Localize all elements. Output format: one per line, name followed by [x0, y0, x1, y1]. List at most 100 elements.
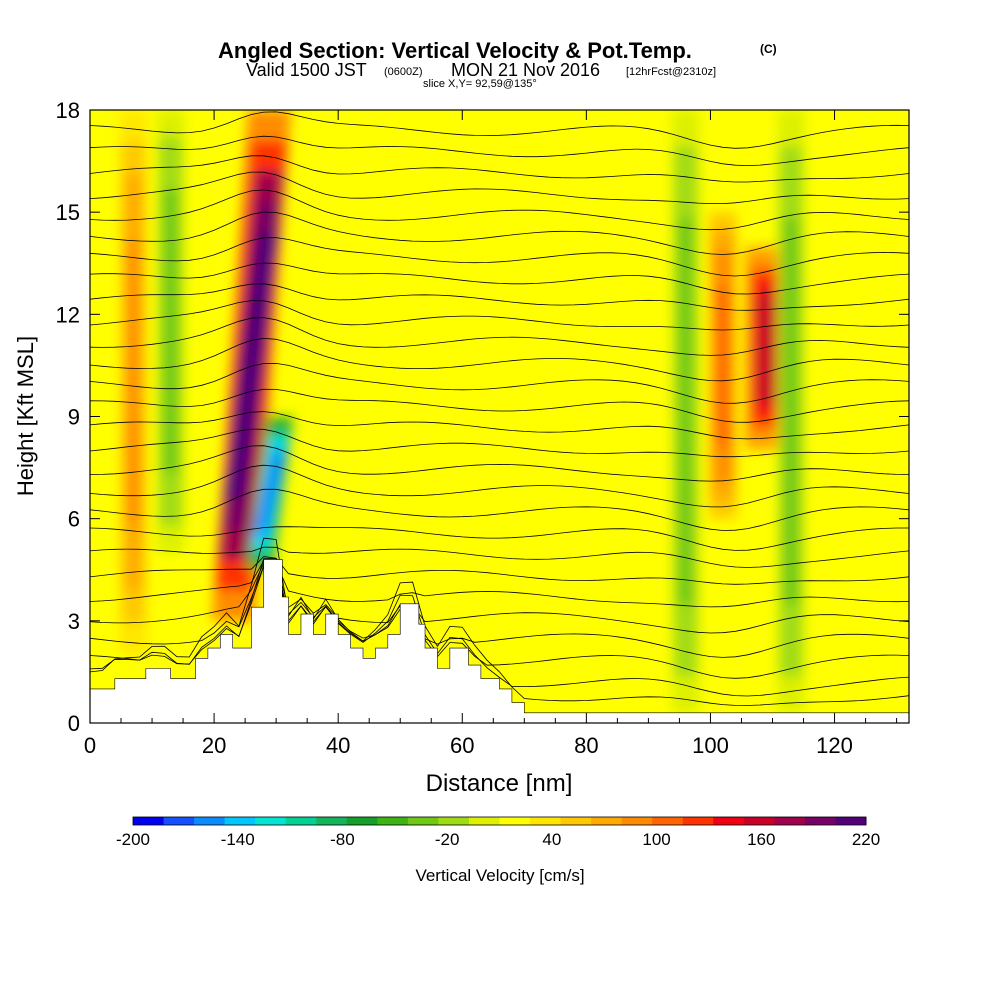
isentrope-line: [90, 317, 909, 356]
colorbar-swatch: [194, 817, 226, 825]
isentrope-line: [90, 546, 909, 568]
colorbar-swatch: [316, 817, 348, 825]
chart-titles: Angled Section: Vertical Velocity & Pot.…: [0, 0, 1000, 100]
colorbar-swatch: [255, 817, 287, 825]
x-tick-label: 120: [816, 733, 853, 758]
draft-0-band-4: [127, 240, 140, 525]
isentrope-line: [90, 283, 909, 311]
colorbar-tick-label: -140: [221, 830, 255, 849]
y-tick-label: 3: [68, 609, 80, 634]
y-tick-label: 6: [68, 507, 80, 532]
x-tick-label: 100: [692, 733, 729, 758]
isentrope-line: [90, 211, 909, 255]
terrain: [90, 559, 909, 723]
colorbar-tick-label: -200: [116, 830, 150, 849]
chart-title: Angled Section: Vertical Velocity & Pot.…: [218, 38, 692, 63]
isentrope-line: [90, 526, 909, 551]
colorbar-swatch: [804, 817, 836, 825]
isentrope-line: [90, 111, 909, 149]
isentrope-line: [90, 337, 909, 382]
colorbar-swatch: [560, 817, 592, 825]
isentrope-line: [90, 537, 909, 706]
y-tick-label: 18: [56, 98, 80, 123]
colorbar-swatch: [285, 817, 317, 825]
isentrope-line: [90, 445, 909, 482]
colorbar-swatch: [499, 817, 531, 825]
isentrope-line: [90, 464, 909, 508]
y-tick-label: 12: [56, 302, 80, 327]
colorbar-swatch: [652, 817, 684, 825]
colorbar-swatch: [713, 817, 745, 825]
x-tick-label: 0: [84, 733, 96, 758]
colorbar-swatch: [774, 817, 806, 825]
colorbar-tick-label: 100: [642, 830, 670, 849]
isentrope-line: [90, 558, 909, 697]
colorbar-swatch: [133, 817, 165, 825]
y-tick-label: 15: [56, 200, 80, 225]
y-tick-label: 9: [68, 405, 80, 430]
draft-3-band-4: [756, 295, 777, 402]
isentrope-line: [90, 411, 909, 440]
colorbar-tick-label: 40: [542, 830, 561, 849]
draft-7-band-4: [784, 254, 798, 569]
colorbar-tick-label: -80: [330, 830, 355, 849]
colorbar-swatch: [438, 817, 470, 825]
colorbar: -200 -140 -80 -20 40 100 160 220: [116, 816, 880, 849]
isentrope-line: [90, 189, 909, 231]
colorbar-tick-label: 220: [852, 830, 880, 849]
isentrope-line: [90, 362, 909, 404]
colorbar-swatch: [530, 817, 562, 825]
isentrope-line: [90, 564, 909, 679]
x-tick-label: 60: [450, 733, 474, 758]
colorbar-swatch: [621, 817, 653, 825]
axes: 0 20 40 60 80 100 120 0 3 6 9 12 15 18: [56, 98, 909, 758]
isentrope-lines: [90, 111, 909, 706]
colorbar-tick-label: -20: [435, 830, 460, 849]
draft-4-band-4: [253, 453, 287, 533]
slice-info: slice X,Y= 92,59@135°: [423, 78, 537, 90]
isentrope-line: [90, 556, 909, 585]
isentrope-line: [90, 300, 909, 331]
isentrope-line: [90, 171, 909, 204]
isentrope-line: [90, 565, 909, 658]
axis-labels: Distance [nm] Height [Kft MSL]: [13, 336, 572, 797]
colorbar-swatch: [835, 817, 867, 825]
colorbar-swatch: [743, 817, 775, 825]
colorbar-swatch: [377, 817, 409, 825]
x-axis-label: Distance [nm]: [426, 770, 573, 797]
colorbar-swatch: [407, 817, 439, 825]
colorbar-swatch: [591, 817, 623, 825]
valid-time: Valid 1500 JST: [246, 60, 367, 80]
colorbar-swatch: [163, 817, 195, 825]
isentrope-line: [90, 237, 909, 277]
x-tick-label: 80: [574, 733, 598, 758]
colorbar-label: Vertical Velocity [cm/s]: [415, 866, 584, 885]
y-tick-label: 0: [68, 711, 80, 736]
isentrope-line: [90, 428, 909, 458]
draft-2-band-4: [716, 285, 730, 446]
colorbar-frame: [132, 816, 867, 826]
title-suffix: (C): [760, 42, 777, 56]
colorbar-swatch: [682, 817, 714, 825]
isentrope-line: [90, 262, 909, 295]
colorbar-swatch: [224, 817, 256, 825]
isentrope-line: [90, 135, 909, 167]
forecast-info: [12hrFcst@2310z]: [626, 66, 717, 78]
velocity-field: [119, 110, 805, 713]
draft-1-band-4: [223, 232, 280, 499]
colorbar-tick-label: 160: [747, 830, 775, 849]
valid-date: MON 21 Nov 2016: [451, 60, 601, 80]
isentrope-line: [90, 388, 909, 423]
isentrope-line: [90, 488, 909, 531]
draft-5-band-4: [164, 216, 177, 447]
valid-time-utc: (0600Z): [384, 66, 423, 78]
x-tick-label: 20: [202, 733, 226, 758]
x-tick-label: 40: [326, 733, 350, 758]
y-axis-label: Height [Kft MSL]: [13, 336, 38, 496]
colorbar-swatch: [346, 817, 378, 825]
isentrope-line: [90, 562, 909, 634]
isentrope-line: [90, 155, 909, 183]
colorbar-swatch: [468, 817, 500, 825]
plot-area: [90, 110, 909, 723]
